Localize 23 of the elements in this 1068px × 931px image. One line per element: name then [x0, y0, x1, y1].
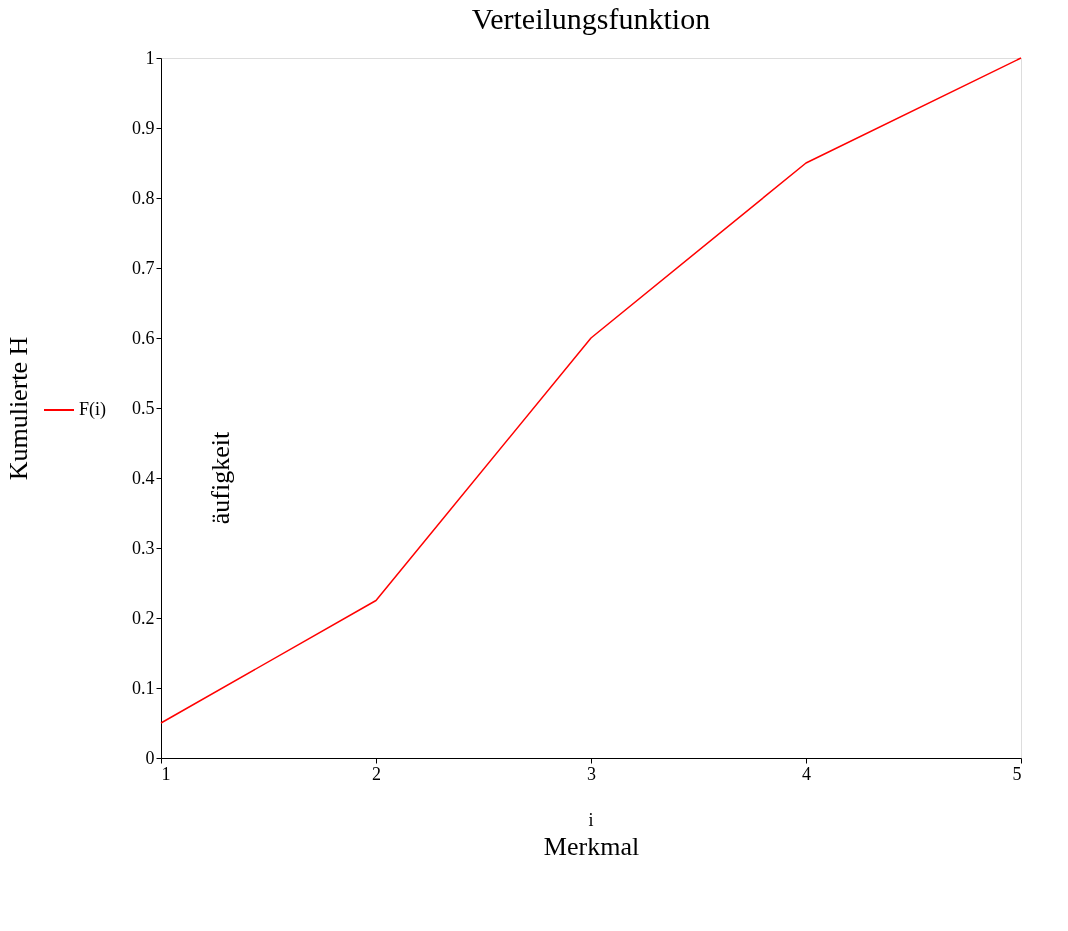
y-tick-label: 0.1	[132, 677, 155, 698]
y-tick-label: 0.6	[132, 327, 155, 348]
x-tick-label: 1	[161, 763, 171, 784]
x-axis-title: Merkmal	[543, 831, 640, 861]
text: i	[588, 810, 594, 830]
y-tick-label: 0.3	[132, 537, 155, 558]
x-tick-label: 4	[802, 763, 811, 784]
y-tick-label: 0.2	[132, 607, 155, 628]
annotation: äufigkeit	[206, 431, 235, 525]
y-tick-label: 0.4	[132, 467, 155, 488]
y-tick-label: 1	[145, 47, 155, 68]
x-tick-label: 2	[372, 763, 381, 784]
y-tick-label: 0.7	[132, 257, 155, 278]
y-axis-title: Kumulierte H	[4, 336, 33, 481]
chart-title: Verteilungsfunktion	[471, 2, 711, 35]
x-tick-label: 3	[587, 763, 596, 784]
legend-label: F(i)	[79, 399, 107, 420]
y-tick-label: 0	[145, 747, 155, 768]
y-tick-label: 0.5	[132, 397, 155, 418]
y-tick-label: 0.8	[132, 187, 155, 208]
line-series	[160, 57, 1022, 724]
x-tick-label: 5	[1012, 763, 1022, 784]
y-tick-label: 0.9	[132, 117, 155, 138]
